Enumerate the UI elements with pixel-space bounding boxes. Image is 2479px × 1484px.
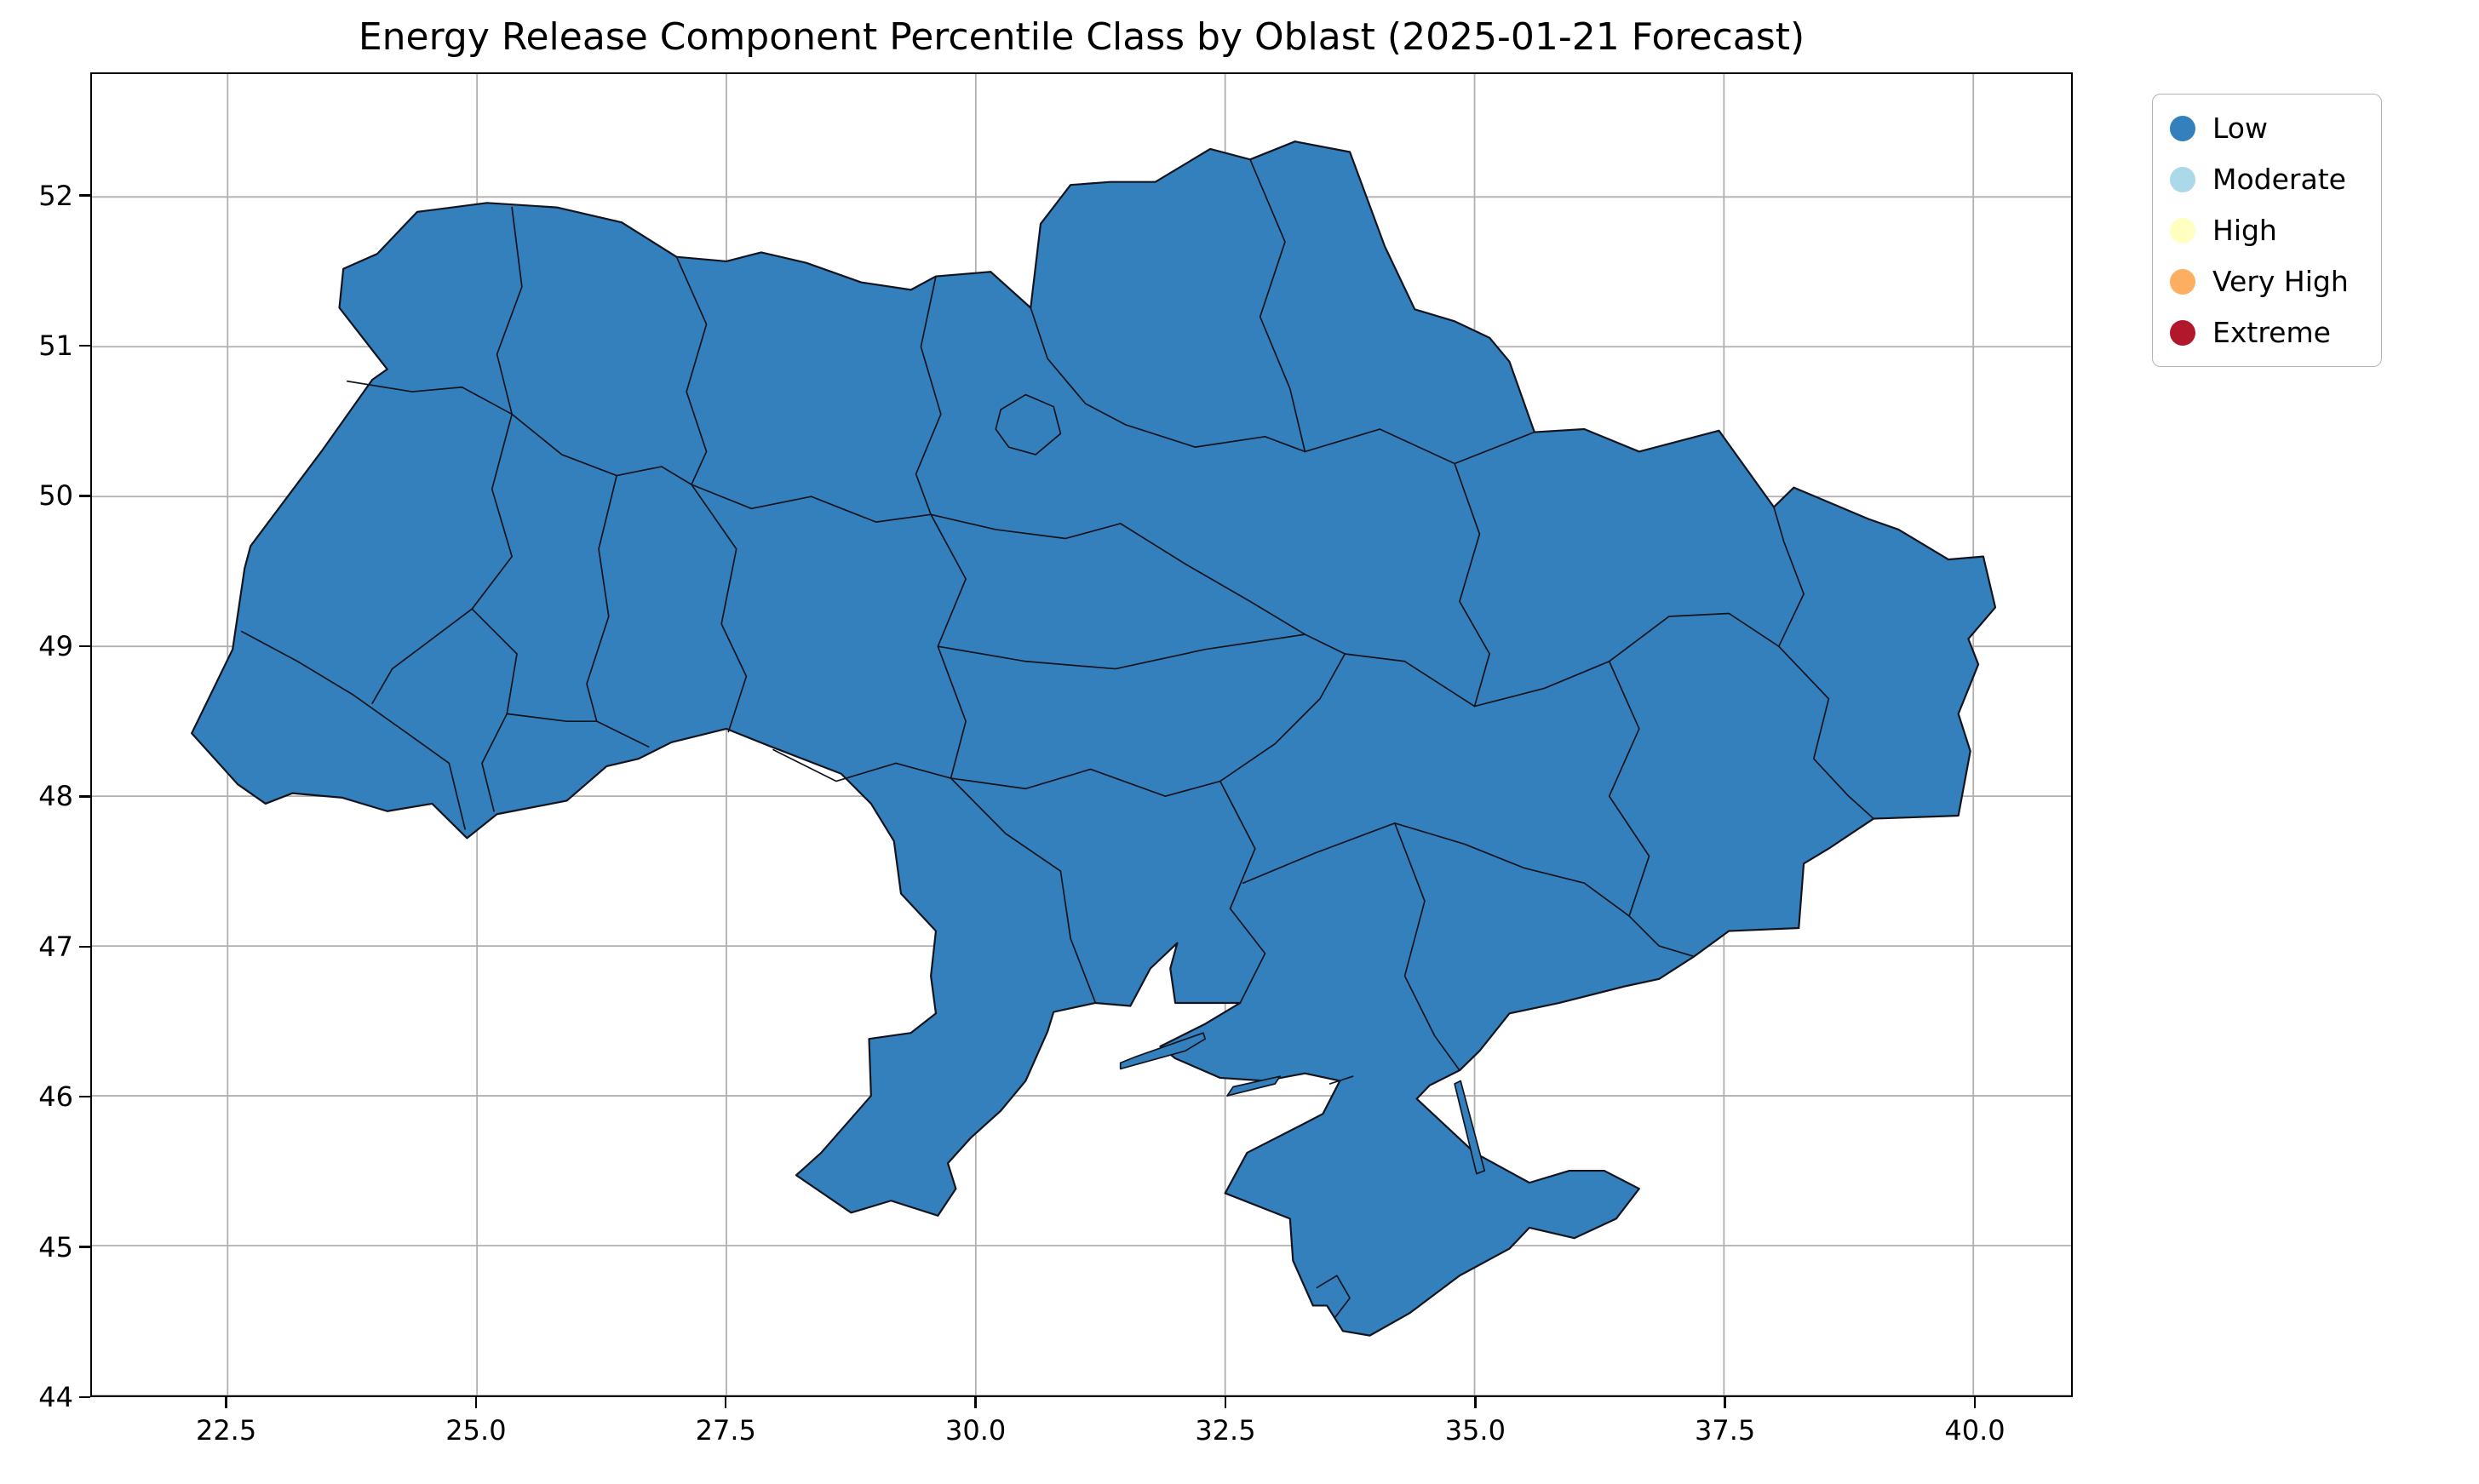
x-tick-mark	[225, 1397, 227, 1408]
oblast-border	[372, 609, 472, 703]
x-tick-mark	[474, 1397, 478, 1408]
y-tick-label: 48	[38, 780, 73, 813]
oblast-border	[1395, 823, 1460, 1070]
y-tick-label: 45	[38, 1230, 73, 1263]
y-tick-mark	[79, 645, 90, 648]
legend-label: Moderate	[2212, 163, 2346, 196]
x-tick-label: 35.0	[1444, 1414, 1506, 1447]
oblast-border	[1610, 662, 1650, 916]
oblast-border	[938, 634, 1305, 668]
legend-marker-icon	[2170, 319, 2195, 346]
coastal-spit	[1227, 1076, 1280, 1096]
legend-entry: Moderate	[2170, 158, 2349, 201]
oblast-border	[773, 750, 951, 782]
legend-marker-icon	[2170, 166, 2195, 192]
chart-title: Energy Release Component Percentile Clas…	[358, 15, 1805, 59]
y-tick-label: 49	[38, 629, 73, 662]
y-tick-mark	[79, 1095, 90, 1098]
y-tick-label: 47	[38, 930, 73, 963]
y-tick-label: 51	[38, 329, 73, 363]
y-tick-label: 44	[38, 1381, 73, 1413]
y-tick-mark	[79, 194, 90, 197]
y-tick-label: 50	[38, 479, 73, 513]
oblast-border	[1305, 429, 1534, 463]
oblast-border	[916, 277, 941, 515]
x-tick-mark	[1973, 1397, 1977, 1408]
ukraine-outline	[192, 141, 1995, 1335]
legend-label: Very High	[2212, 265, 2349, 298]
oblast-border	[1250, 159, 1305, 451]
y-tick-label: 46	[38, 1080, 73, 1114]
oblast-border	[1030, 308, 1125, 425]
x-tick-label: 27.5	[695, 1414, 756, 1447]
legend-label: Low	[2212, 112, 2268, 145]
y-tick-mark	[79, 1395, 90, 1399]
legend-box: Low Moderate High Very High Extreme	[2152, 94, 2382, 367]
y-tick-mark	[79, 795, 90, 798]
x-tick-mark	[725, 1397, 727, 1408]
x-tick-label: 30.0	[944, 1414, 1007, 1447]
oblast-border	[472, 609, 517, 713]
y-tick-mark	[79, 344, 90, 347]
oblast-border	[1330, 1076, 1353, 1084]
oblast-border	[587, 476, 617, 722]
oblast-border	[242, 632, 465, 829]
oblast-border	[1126, 425, 1305, 452]
x-tick-label: 40.0	[1944, 1414, 2006, 1447]
legend-label: Extreme	[2212, 316, 2331, 349]
legend-marker-icon	[2170, 115, 2195, 141]
oblast-border	[1345, 654, 1474, 707]
oblast-border	[1220, 782, 1265, 1003]
oblast-border	[1455, 464, 1489, 707]
legend-entry: Very High	[2170, 260, 2349, 303]
y-tick-label: 52	[38, 179, 73, 212]
oblast-border	[1774, 507, 1804, 647]
legend-label: High	[2212, 214, 2277, 247]
ukraine-choropleth-map	[92, 74, 2071, 1395]
oblast-border	[1629, 916, 1694, 957]
x-tick-label: 25.0	[445, 1414, 507, 1447]
legend-entry: High	[2170, 209, 2349, 252]
oblast-border	[1475, 662, 1610, 707]
oblast-border	[1220, 654, 1345, 782]
oblast-border	[347, 381, 512, 415]
legend-entry: Low	[2170, 106, 2349, 150]
oblast-border	[1243, 823, 1629, 916]
oblast-border	[507, 713, 648, 747]
oblast-border	[1610, 613, 1779, 661]
legend-marker-icon	[2170, 217, 2195, 244]
x-tick-mark	[1474, 1397, 1477, 1408]
oblast-border	[951, 769, 1220, 796]
x-tick-label: 22.5	[195, 1414, 257, 1447]
y-tick-mark	[79, 495, 90, 497]
x-tick-mark	[974, 1397, 977, 1408]
city-enclave-border	[996, 395, 1060, 455]
oblast-border	[1317, 1275, 1350, 1317]
x-tick-mark	[1724, 1397, 1726, 1408]
oblast-border	[1121, 524, 1346, 654]
oblast-border	[691, 484, 746, 731]
coastal-spit	[1455, 1080, 1484, 1173]
x-tick-mark	[1224, 1397, 1227, 1408]
oblast-border	[691, 484, 931, 522]
coastal-spit	[1121, 1033, 1206, 1069]
oblast-border	[497, 208, 522, 415]
oblast-border	[1779, 646, 1874, 818]
x-tick-label: 32.5	[1195, 1414, 1256, 1447]
oblast-border	[931, 514, 1121, 538]
x-tick-label: 37.5	[1695, 1414, 1756, 1447]
legend-entry: Extreme	[2170, 311, 2349, 354]
oblast-border	[472, 414, 512, 609]
y-tick-mark	[79, 1246, 90, 1248]
oblast-border	[676, 257, 706, 484]
plot-area	[90, 72, 2073, 1397]
legend-marker-icon	[2170, 268, 2195, 295]
oblast-border	[482, 713, 507, 811]
y-tick-mark	[79, 945, 90, 948]
oblast-border	[951, 778, 1096, 1003]
